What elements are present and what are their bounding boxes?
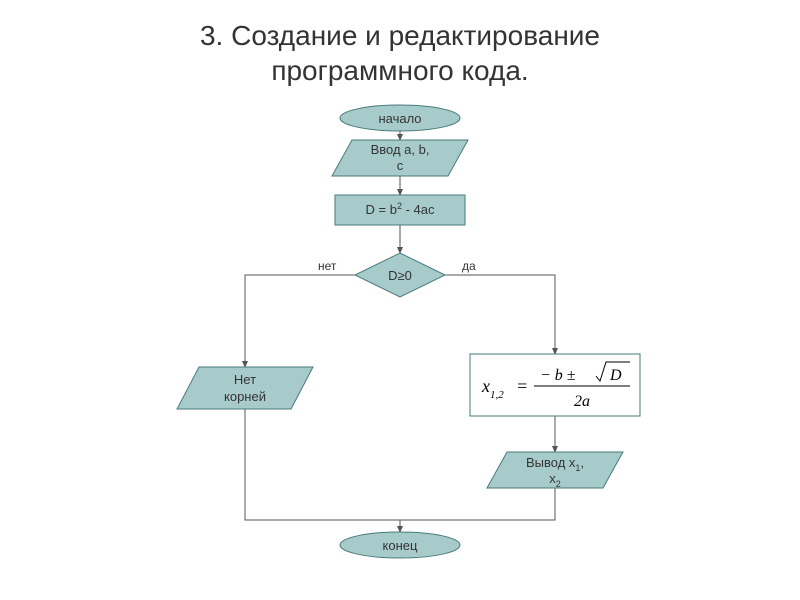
end-label: конец [383, 538, 418, 553]
edge [400, 488, 555, 520]
decision-label: D≥0 [388, 268, 412, 283]
edge-label-yes: да [462, 259, 476, 273]
node-formula: x1,2 = − b ± D 2a [470, 354, 640, 416]
node-process: D = b2 - 4ac [335, 195, 465, 225]
edge [445, 275, 555, 354]
edge [245, 275, 355, 367]
edge-label-no: нет [318, 259, 337, 273]
edge [245, 409, 400, 520]
formula-sqrt-d: D [609, 367, 622, 384]
flowchart-canvas: нет да начало Ввод a, b, c D = b2 - 4ac … [0, 0, 800, 600]
input-label-2: c [397, 158, 404, 173]
node-end: конец [340, 532, 460, 558]
formula-eq: = [516, 376, 528, 396]
node-output: Вывод x1, x2 [487, 452, 623, 489]
node-decision: D≥0 [355, 253, 445, 297]
node-input: Ввод a, b, c [332, 140, 468, 176]
formula-numerator: − b ± [540, 367, 576, 384]
node-start: начало [340, 105, 460, 131]
node-noroots: Нет корней [177, 367, 313, 409]
noroots-label-1: Нет [234, 372, 256, 387]
start-label: начало [378, 111, 421, 126]
input-label-1: Ввод a, b, [371, 142, 430, 157]
formula-denominator: 2a [574, 393, 590, 410]
noroots-label-2: корней [224, 389, 266, 404]
